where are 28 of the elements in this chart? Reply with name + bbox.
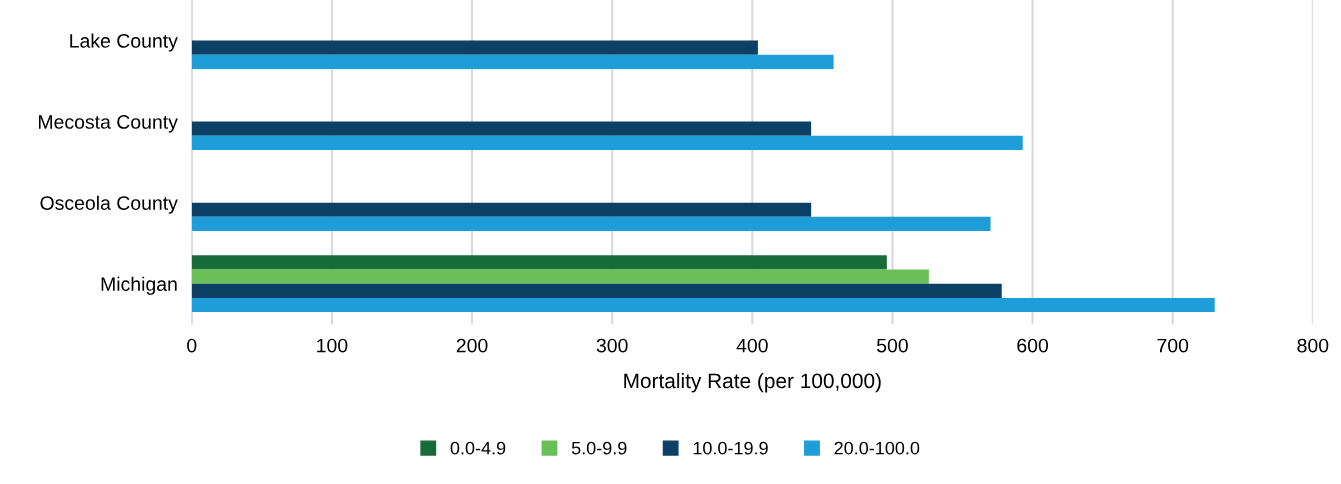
bar bbox=[191, 135, 1023, 150]
x-tick-label: 200 bbox=[456, 338, 488, 353]
bar bbox=[191, 269, 929, 284]
x-tick-label: 500 bbox=[876, 338, 908, 353]
x-tick-label: 300 bbox=[596, 338, 628, 353]
bar bbox=[191, 40, 758, 55]
bar bbox=[191, 255, 887, 270]
legend-label: 10.0-19.9 bbox=[693, 441, 768, 455]
x-tick-label: 600 bbox=[1017, 338, 1049, 353]
y-tick-label: Osceola County bbox=[40, 195, 178, 214]
x-tick-label: 700 bbox=[1157, 338, 1189, 353]
bar bbox=[191, 202, 812, 217]
bar bbox=[191, 121, 812, 136]
y-tick-label: Lake County bbox=[70, 33, 178, 52]
bar bbox=[191, 283, 1002, 298]
x-tick-label: 400 bbox=[736, 338, 768, 353]
bar bbox=[191, 216, 991, 232]
x-tick-label: 0 bbox=[187, 338, 197, 353]
bar bbox=[191, 54, 834, 69]
legend-label: 5.0-9.9 bbox=[571, 441, 627, 455]
x-axis-title: Mortality Rate (per 100,000) bbox=[624, 372, 881, 393]
y-tick-label: Mecosta County bbox=[38, 115, 178, 133]
legend-label: 20.0-100.0 bbox=[834, 441, 920, 455]
legend-label: 0.0-4.9 bbox=[450, 441, 506, 455]
y-tick-label: Michigan bbox=[101, 276, 177, 295]
bar bbox=[191, 297, 1215, 313]
x-tick-label: 800 bbox=[1297, 338, 1329, 353]
x-tick-label: 100 bbox=[317, 338, 348, 353]
